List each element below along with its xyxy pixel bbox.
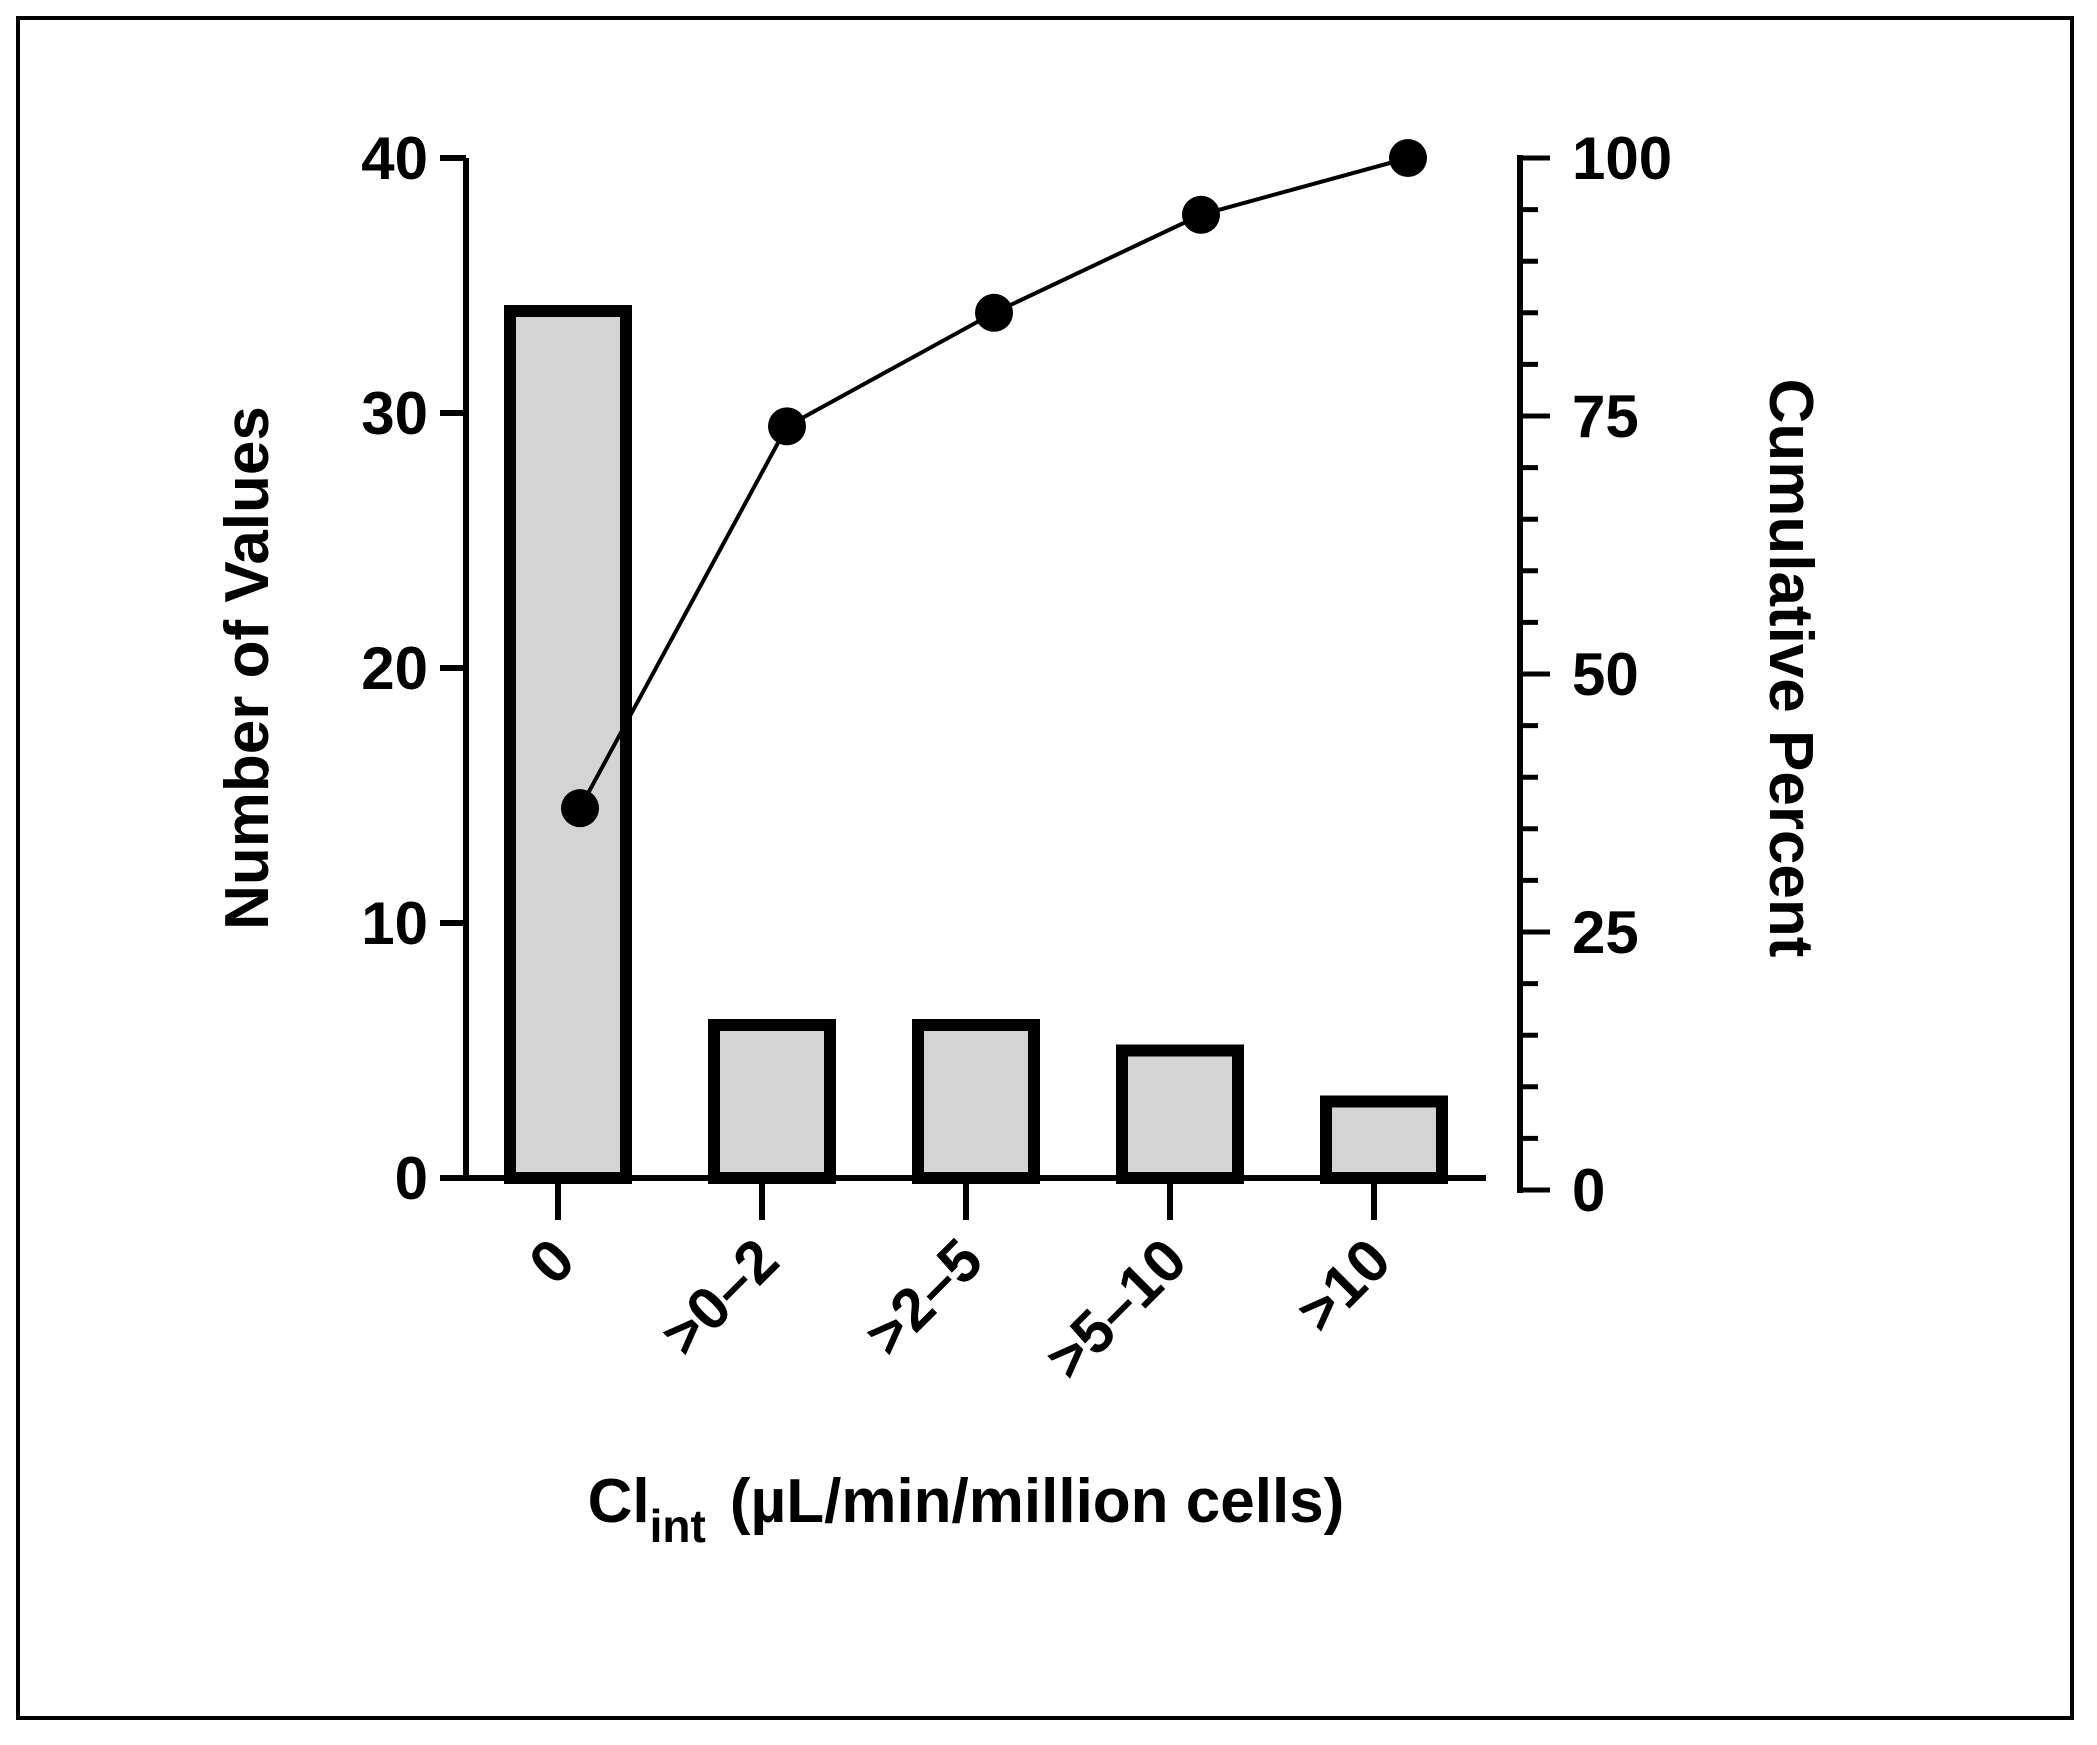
cumulative-line-layer xyxy=(561,139,1427,828)
y-tick-label-40: 40 xyxy=(361,125,428,192)
bars-layer xyxy=(504,305,1448,1184)
cumulative-point-0 xyxy=(561,789,599,828)
x-axis-title-subscript: int xyxy=(650,1500,706,1552)
y2-tick-label-50: 50 xyxy=(1572,641,1639,708)
cumulative-point-3 xyxy=(1182,195,1220,234)
cumulative-point-4 xyxy=(1389,139,1427,177)
x-tick-label-4: >10 xyxy=(1284,1226,1403,1345)
bar-4 xyxy=(1320,1095,1448,1184)
figure-frame xyxy=(16,16,2074,1720)
x-tick-label-2: >2–5 xyxy=(852,1226,995,1369)
bar-3 xyxy=(1116,1044,1244,1184)
x-axis-title-main: Cl xyxy=(588,1467,650,1536)
y-tick-label-10: 10 xyxy=(361,890,428,957)
y2-tick-label-25: 25 xyxy=(1572,899,1639,966)
bar-1 xyxy=(708,1019,836,1184)
y2-tick-label-75: 75 xyxy=(1572,383,1639,450)
cumulative-point-2 xyxy=(975,293,1013,332)
y2-axis-title: Cumulative Percent xyxy=(1756,379,1825,958)
y-tick-label-0: 0 xyxy=(395,1145,428,1212)
y-axis-title: Number of Values xyxy=(213,406,282,930)
x-axis-title-units: (µL/min/million cells) xyxy=(730,1467,1344,1536)
cumulative-point-1 xyxy=(768,407,806,446)
y2-tick-label-100: 100 xyxy=(1572,125,1672,192)
y-tick-label-20: 20 xyxy=(361,635,428,702)
y-tick-label-30: 30 xyxy=(361,380,428,447)
x-axis-title: Clint (µL/min/million cells) xyxy=(588,1467,1345,1552)
x-tick-label-1: >0–2 xyxy=(648,1226,791,1369)
x-tick-label-0: 0 xyxy=(516,1226,587,1297)
bar-2 xyxy=(912,1019,1040,1184)
cumulative-line xyxy=(578,156,1409,810)
bar-0 xyxy=(504,305,632,1184)
y2-tick-label-0: 0 xyxy=(1572,1157,1605,1224)
x-tick-label-3: >5–10 xyxy=(1033,1226,1200,1393)
